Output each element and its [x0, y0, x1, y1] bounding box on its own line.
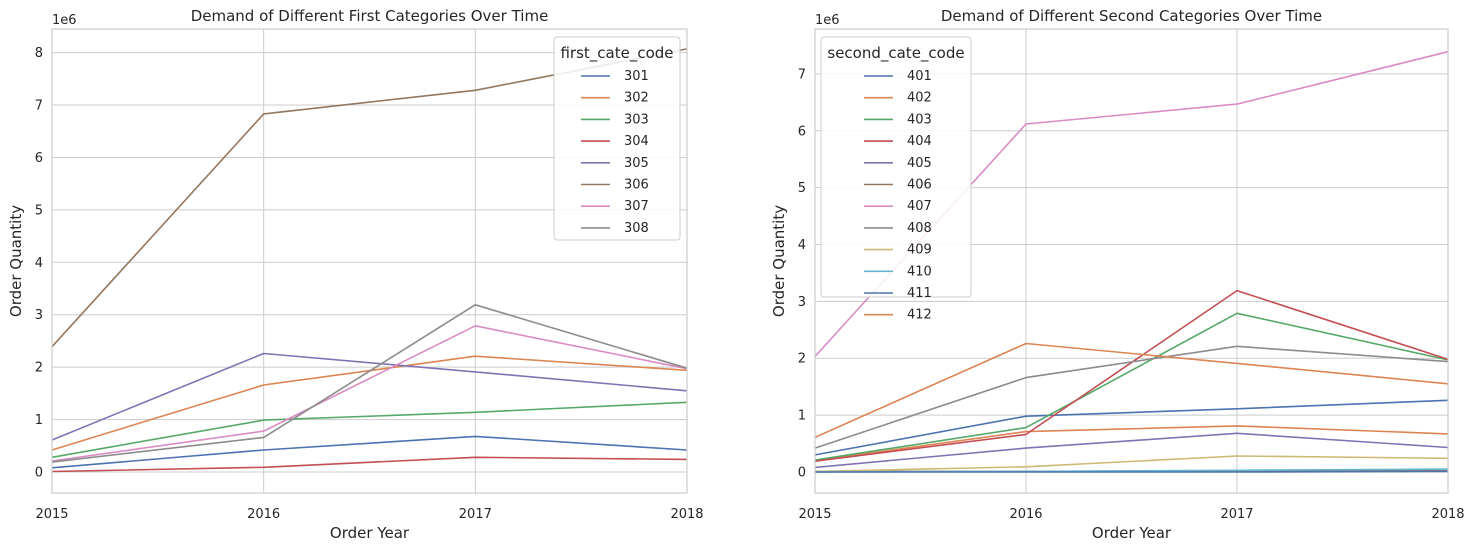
legend-label-409: 409: [907, 243, 932, 258]
chart-title: Demand of Different Second Categories Ov…: [941, 7, 1322, 25]
legend-label-306: 306: [624, 178, 649, 193]
y-tick-label: 6: [798, 124, 806, 139]
y-axis-label: Order Quantity: [7, 205, 25, 317]
legend-label-407: 407: [907, 199, 932, 214]
series-line-303: [51, 401, 688, 459]
y-tick-label: 7: [798, 67, 806, 82]
x-tick-label: 2017: [1220, 507, 1253, 522]
y-tick-label: 1: [35, 413, 43, 428]
series-line-401: [814, 399, 1449, 456]
y-offset-label: 1e6: [815, 13, 840, 28]
x-tick-label: 2015: [35, 507, 68, 522]
y-tick-label: 2: [798, 352, 806, 367]
legend-box: [553, 36, 681, 241]
chart-2: 0 1 2 3 4 5 6 7 2015 2016 2017 2018 1e6 Demand of Dif…: [770, 7, 1465, 542]
series-line-402: [814, 425, 1449, 462]
legend-label-401: 401: [907, 69, 932, 84]
series-line-307: [51, 324, 688, 462]
legend-label-405: 405: [907, 156, 932, 171]
y-offset-label: 1e6: [52, 13, 77, 28]
x-axis-label: Order Year: [1092, 524, 1172, 542]
legend-label-301: 301: [624, 69, 649, 84]
y-axis-label: Order Quantity: [770, 205, 788, 317]
y-tick-label: 4: [798, 238, 806, 253]
y-tick-label: 8: [35, 46, 43, 61]
legend-label-307: 307: [624, 199, 649, 214]
y-tick-label: 1: [798, 409, 806, 424]
y-tick-label: 3: [798, 295, 806, 310]
y-tick-label: 5: [798, 181, 806, 196]
x-tick-label: 2016: [247, 507, 280, 522]
x-tick-label: 2017: [459, 507, 492, 522]
plot-frame: [51, 28, 688, 494]
plot-frame: [814, 28, 1449, 494]
legend-label-302: 302: [624, 91, 649, 106]
y-tick-label: 0: [35, 466, 43, 481]
series-line-412: [814, 342, 1449, 439]
legend-label-404: 404: [907, 134, 932, 149]
legend-label-403: 403: [907, 112, 932, 127]
legend-label-308: 308: [624, 221, 649, 236]
legend-label-406: 406: [907, 178, 932, 193]
legend-label-304: 304: [624, 134, 649, 149]
y-tick-label: 6: [35, 151, 43, 166]
series-line-305: [51, 352, 688, 441]
series-line-304: [51, 456, 688, 473]
y-tick-label: 5: [35, 203, 43, 218]
series-line-301: [51, 435, 688, 469]
legend-label-305: 305: [624, 156, 649, 171]
legend-label-412: 412: [907, 308, 932, 323]
chart-1: 0 1 2 3 4 5 6 7 8 2015 2016 2017 2018 1e6 Demand of Di…: [7, 7, 704, 542]
x-tick-label: 2015: [798, 507, 831, 522]
legend-label-402: 402: [907, 91, 932, 106]
legend-label-303: 303: [624, 112, 649, 127]
x-tick-label: 2018: [1431, 507, 1464, 522]
series-line-403: [814, 312, 1449, 461]
x-axis-label: Order Year: [330, 524, 410, 542]
legend-label-410: 410: [907, 264, 932, 279]
legend: second_cate_code 401 402 403 404 405 406 407 408…: [820, 36, 972, 323]
y-tick-label: 2: [35, 361, 43, 376]
legend-box: [820, 36, 972, 298]
y-tick-label: 3: [35, 308, 43, 323]
series-line-411: [815, 470, 1449, 473]
legend-title: first_cate_code: [560, 44, 673, 63]
series-line-409: [814, 455, 1449, 473]
y-tick-label: 0: [798, 465, 806, 480]
series-line-405: [814, 432, 1449, 469]
legend-label-408: 408: [907, 221, 932, 236]
chart-title: Demand of Different First Categories Ove…: [191, 7, 549, 25]
legend-title: second_cate_code: [827, 44, 964, 63]
x-tick-label: 2018: [670, 507, 703, 522]
series-line-408: [814, 345, 1449, 449]
y-tick-label: 4: [35, 256, 43, 271]
legend-label-411: 411: [907, 286, 932, 301]
y-tick-label: 7: [35, 99, 43, 114]
x-tick-label: 2016: [1009, 507, 1042, 522]
legend: first_cate_code 301 302 303 304 305 306 307 308: [553, 36, 681, 241]
series-line-308: [51, 303, 688, 463]
